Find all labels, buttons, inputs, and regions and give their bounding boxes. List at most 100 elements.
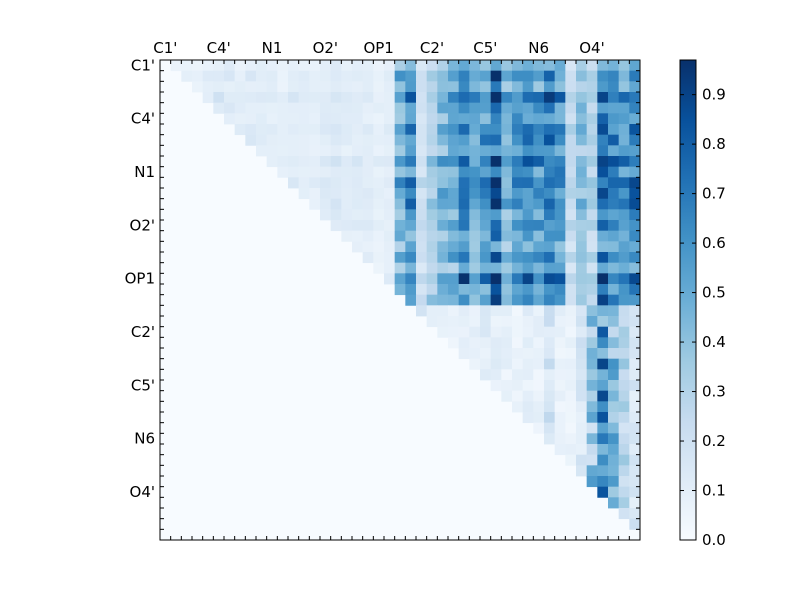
heatmap-cell [309,92,321,104]
heatmap-cell [565,326,577,338]
heatmap-cell [597,476,609,488]
heatmap-cell [576,81,588,93]
heatmap-cell [309,81,321,93]
heatmap-cell [629,390,641,402]
heatmap-cell [565,358,577,370]
heatmap-cell [565,230,577,242]
heatmap-cell [608,380,620,392]
heatmap-cell [330,177,342,189]
heatmap-cell [384,252,396,264]
heatmap-cell [544,70,556,82]
heatmap-cell [426,252,438,264]
heatmap-cell [490,145,502,157]
heatmap-cell [373,177,385,189]
minor-ticks [159,59,641,541]
heatmap-cell [586,209,598,221]
heatmap-cell [416,166,428,178]
colorbar-tick-label: 0.2 [702,432,726,450]
heatmap-cell [288,177,300,189]
x-tick-label: N1 [262,39,283,57]
heatmap-cell [501,380,513,392]
heatmap-cell [618,188,630,200]
heatmap-cell [373,113,385,125]
heatmap-cell [416,273,428,285]
heatmap-cell [608,102,620,114]
heatmap-cell [405,220,417,232]
heatmap-cell [533,412,545,424]
heatmap-cell [373,145,385,157]
heatmap-cell [512,401,524,413]
heatmap-cell [490,284,502,296]
heatmap-cell [480,230,492,242]
heatmap-cell [544,198,556,210]
heatmap-cell [490,294,502,306]
heatmap-cell [586,465,598,477]
heatmap-cell [437,305,449,317]
heatmap-cell [597,444,609,456]
heatmap-cell [586,81,598,93]
heatmap-cell [341,124,353,136]
heatmap-cell [480,113,492,125]
heatmap-cell [341,220,353,232]
heatmap-cell [320,166,332,178]
heatmap-cell [586,401,598,413]
heatmap-cell [384,70,396,82]
heatmap-cell [426,284,438,296]
heatmap-cell [256,102,268,114]
heatmap-cell [288,70,300,82]
heatmap-cell [565,81,577,93]
heatmap-cell [309,188,321,200]
heatmap-cell [522,134,534,146]
heatmap-cell [426,294,438,306]
heatmap-cell [586,188,598,200]
heatmap-cell [362,81,374,93]
heatmap-cell [277,92,289,104]
heatmap-cell [512,92,524,104]
heatmap-cell [458,326,470,338]
heatmap-cell [362,209,374,221]
y-tick-labels: C1' C4' N1 O2' OP1 C2' C5' N6 O4' [125,56,155,501]
heatmap-cell [352,198,364,210]
heatmap-cell [629,294,641,306]
heatmap-cell [448,209,460,221]
heatmap-cell [533,92,545,104]
heatmap-cell [618,198,630,210]
heatmap-cell [490,252,502,264]
heatmap-cell [597,316,609,328]
heatmap-cell [426,241,438,253]
heatmap-cell [522,358,534,370]
heatmap-cell [426,262,438,274]
heatmap-cell [554,305,566,317]
heatmap-cell [469,198,481,210]
heatmap-cell [586,262,598,274]
heatmap-cell [373,262,385,274]
heatmap-cell [480,326,492,338]
colorbar-tick-label: 0.0 [702,531,726,549]
heatmap-cell [277,156,289,168]
heatmap-cell [426,305,438,317]
heatmap-cell [405,60,417,72]
heatmap-cell [362,145,374,157]
colorbar-tick-label: 0.1 [702,482,726,500]
heatmap-cell [437,209,449,221]
heatmap-cell [490,188,502,200]
heatmap-cell [373,166,385,178]
heatmap-cell [533,401,545,413]
heatmap-cell [245,92,257,104]
heatmap-cell [576,124,588,136]
heatmap-cell [565,188,577,200]
heatmap-cell [597,241,609,253]
heatmap-cell [362,113,374,125]
heatmap-cell [554,284,566,296]
heatmap-cell [448,145,460,157]
heatmap-cell [490,156,502,168]
heatmap-cell [629,60,641,72]
heatmap-cell [608,454,620,466]
colorbar-tick-label: 0.8 [702,135,726,153]
heatmap-cell [352,209,364,221]
heatmap-cell [490,337,502,349]
heatmap-cell [480,241,492,253]
heatmap-cell [330,70,342,82]
heatmap-cell [533,273,545,285]
heatmap-cell [597,113,609,125]
